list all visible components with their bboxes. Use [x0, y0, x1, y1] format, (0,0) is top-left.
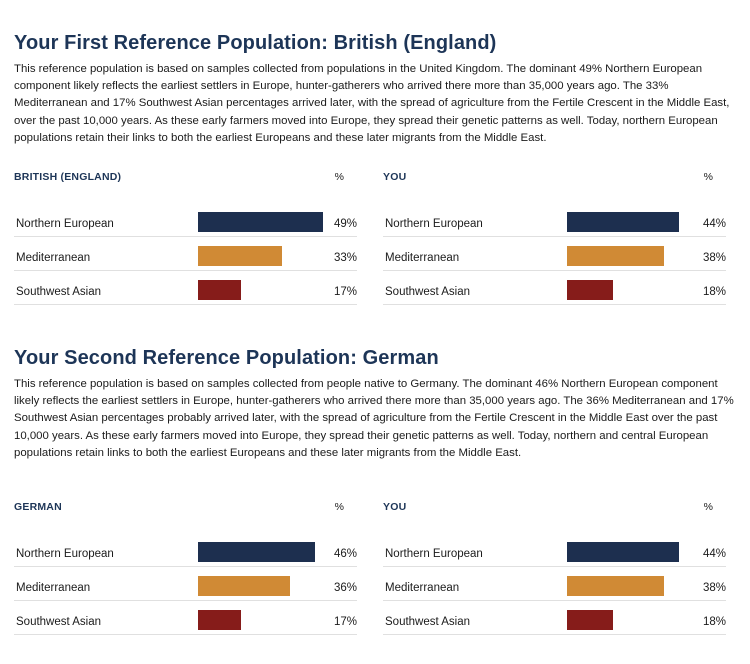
bar-mediterranean	[567, 246, 664, 266]
row-label: Southwest Asian	[16, 616, 102, 628]
row-value: 49%	[333, 218, 357, 230]
table-row: Mediterranean 38%	[383, 237, 726, 271]
table-row: Mediterranean 38%	[383, 567, 726, 601]
row-value: 38%	[702, 582, 726, 594]
row-label: Mediterranean	[385, 252, 460, 264]
row-value: 18%	[702, 616, 726, 628]
row-value: 46%	[333, 548, 357, 560]
table-title: YOU	[383, 171, 407, 183]
row-label: Northern European	[16, 218, 114, 230]
bar-mediterranean	[198, 576, 290, 596]
reference-section-1: Your First Reference Population: British…	[14, 30, 736, 305]
you-table: YOU % Northern European 44% Mediterranea…	[383, 501, 726, 635]
you-table: YOU % Northern European 44% Mediterranea…	[383, 171, 726, 305]
row-value: 44%	[702, 548, 726, 560]
table-row: Northern European 46%	[14, 533, 357, 567]
bar-southwest-asian	[198, 280, 241, 300]
row-value: 44%	[702, 218, 726, 230]
table-row: Southwest Asian 17%	[14, 271, 357, 305]
row-label: Northern European	[16, 548, 114, 560]
bar-southwest-asian	[198, 610, 241, 630]
table-row: Northern European 49%	[14, 203, 357, 237]
table-row: Mediterranean 36%	[14, 567, 357, 601]
row-label: Southwest Asian	[385, 286, 471, 298]
row-label: Northern European	[385, 548, 483, 560]
row-label: Mediterranean	[385, 582, 460, 594]
row-value: 17%	[333, 616, 357, 628]
percent-header: %	[334, 501, 344, 513]
row-value: 33%	[333, 252, 357, 264]
bar-northern-european	[198, 542, 315, 562]
table-title: GERMAN	[14, 501, 62, 513]
section-description: This reference population is based on sa…	[14, 378, 734, 459]
section-title: Your Second Reference Population: German	[14, 347, 439, 369]
percent-header: %	[334, 171, 344, 183]
table-title: YOU	[383, 501, 407, 513]
row-label: Mediterranean	[16, 252, 91, 264]
row-value: 17%	[333, 286, 357, 298]
bar-northern-european	[198, 212, 323, 232]
row-label: Northern European	[385, 218, 483, 230]
row-label: Southwest Asian	[385, 616, 471, 628]
section-description: This reference population is based on sa…	[14, 63, 730, 144]
reference-section-2: Your Second Reference Population: German…	[14, 345, 736, 635]
row-label: Southwest Asian	[16, 286, 102, 298]
bar-northern-european	[567, 212, 679, 232]
bar-mediterranean	[198, 246, 282, 266]
table-row: Mediterranean 33%	[14, 237, 357, 271]
table-row: Northern European 44%	[383, 533, 726, 567]
section-title: Your First Reference Population: British…	[14, 32, 497, 54]
table-row: Northern European 44%	[383, 203, 726, 237]
row-label: Mediterranean	[16, 582, 91, 594]
percent-header: %	[703, 501, 713, 513]
bar-northern-european	[567, 542, 679, 562]
row-value: 36%	[333, 582, 357, 594]
table-row: Southwest Asian 18%	[383, 601, 726, 635]
row-value: 18%	[702, 286, 726, 298]
reference-population-table: GERMAN % Northern European 46% Mediterra…	[14, 501, 357, 635]
table-row: Southwest Asian 17%	[14, 601, 357, 635]
reference-population-table: BRITISH (ENGLAND) % Northern European 49…	[14, 171, 357, 305]
percent-header: %	[703, 171, 713, 183]
table-row: Southwest Asian 18%	[383, 271, 726, 305]
bar-mediterranean	[567, 576, 664, 596]
table-title: BRITISH (ENGLAND)	[14, 171, 122, 183]
bar-southwest-asian	[567, 280, 613, 300]
bar-southwest-asian	[567, 610, 613, 630]
row-value: 38%	[702, 252, 726, 264]
